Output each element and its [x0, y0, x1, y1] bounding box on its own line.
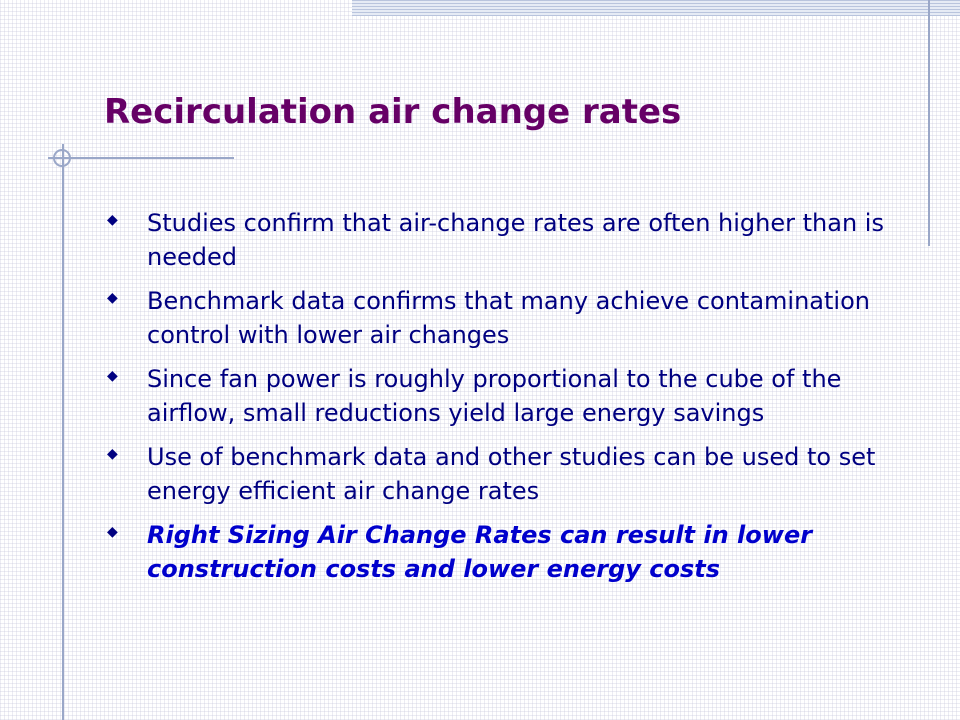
diamond-icon: ◆: [107, 524, 118, 540]
bullet-list: ◆ Studies confirm that air-change rates …: [104, 206, 884, 596]
right-vertical-rule: [928, 0, 930, 246]
bullet-text: Since fan power is roughly proportional …: [147, 365, 842, 427]
diamond-icon: ◆: [107, 290, 118, 306]
bullet-item: ◆ Studies confirm that air-change rates …: [104, 206, 884, 274]
bullet-item: ◆ Benchmark data confirms that many achi…: [104, 284, 884, 352]
bullet-item: ◆ Since fan power is roughly proportiona…: [104, 362, 884, 430]
bullet-text: Right Sizing Air Change Rates can result…: [147, 521, 813, 583]
bullet-item-emphasis: ◆ Right Sizing Air Change Rates can resu…: [104, 518, 884, 586]
slide-title: Recirculation air change rates: [104, 92, 682, 132]
top-decorative-band: [352, 0, 960, 16]
bullet-text: Benchmark data confirms that many achiev…: [147, 287, 870, 349]
diamond-icon: ◆: [107, 368, 118, 384]
title-underline-rule: [48, 157, 234, 159]
bullet-item: ◆ Use of benchmark data and other studie…: [104, 440, 884, 508]
bullet-text: Use of benchmark data and other studies …: [147, 443, 876, 505]
left-vertical-rule: [62, 144, 64, 720]
diamond-icon: ◆: [107, 212, 118, 228]
bullet-text: Studies confirm that air-change rates ar…: [147, 209, 884, 271]
diamond-icon: ◆: [107, 446, 118, 462]
crosshair-circle-icon: [53, 149, 71, 167]
